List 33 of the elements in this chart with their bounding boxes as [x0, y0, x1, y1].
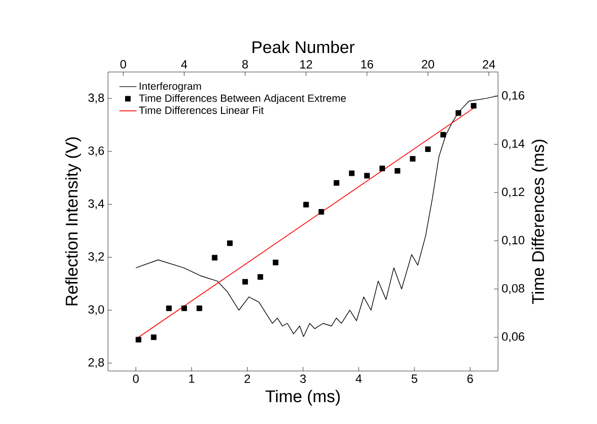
legend-label: Interferogram — [140, 82, 201, 92]
y-tick-label: 0,08 — [502, 284, 524, 294]
x2-tick-label: 24 — [482, 60, 496, 68]
x2-tick-label: 8 — [242, 60, 248, 68]
x-tick-label: 2 — [244, 374, 250, 383]
y2-tick-label: 3,8 — [88, 94, 104, 104]
x-axis-title: Time (ms) — [266, 390, 340, 406]
y2-tick-label: 2,8 — [88, 358, 104, 368]
y2-tick-label: 3,2 — [88, 252, 104, 262]
x2-tick-label: 4 — [181, 60, 188, 68]
y-tick-label: 0,06 — [502, 332, 524, 342]
legend-label: Time Differences Between Adjacent Extreme — [139, 94, 346, 104]
x2-tick-label: 16 — [361, 60, 374, 68]
y2-tick-label: 3,0 — [88, 305, 104, 316]
x2-tick-label: 12 — [300, 60, 312, 68]
x-tick-label: 1 — [189, 374, 194, 383]
x-tick-label: 5 — [412, 374, 418, 383]
y-tick-label: 0,16 — [502, 91, 524, 102]
x-tick-label: 0 — [133, 374, 139, 383]
y-tick-label: 0,10 — [502, 236, 524, 246]
x2-tick-label: 20 — [422, 60, 434, 68]
y-axis-title: Time Differences (ms) — [532, 140, 548, 304]
x2-axis-title: Peak Number — [252, 40, 354, 54]
legend-label: Time Differences Linear Fit — [139, 106, 264, 114]
y2-axis-title: Reflection Intensity (V) — [65, 137, 82, 306]
y-tick-label: 0,12 — [502, 188, 524, 198]
x-tick-label: 3 — [300, 374, 306, 383]
x-tick-label: 6 — [467, 374, 473, 383]
y-tick-label: 0,14 — [502, 139, 524, 150]
y2-tick-label: 3,6 — [88, 146, 104, 156]
x-tick-label: 4 — [356, 374, 362, 383]
y2-tick-label: 3,4 — [88, 199, 104, 210]
x2-tick-label: 0 — [120, 60, 126, 68]
